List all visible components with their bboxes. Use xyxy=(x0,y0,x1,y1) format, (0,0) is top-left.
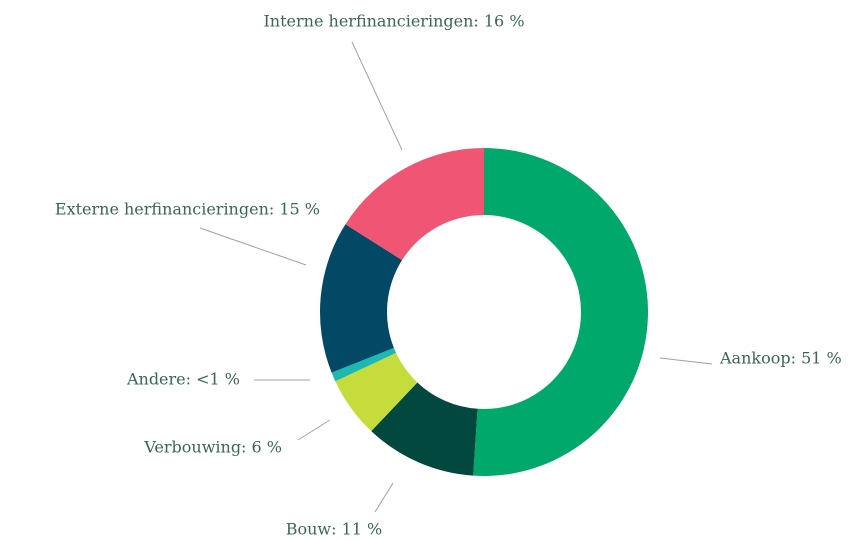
slice-label: Externe herfinancieringen: 15 % xyxy=(55,200,320,219)
slice xyxy=(345,148,484,261)
slice xyxy=(335,352,418,432)
leader-line xyxy=(659,357,713,365)
slice-label: Aankoop: 51 % xyxy=(719,349,842,368)
slice-label: Bouw: 11 % xyxy=(286,520,383,539)
slice-label: Andere: <1 % xyxy=(126,370,240,389)
leader-line xyxy=(297,419,331,441)
slice xyxy=(371,382,478,476)
slice xyxy=(473,148,648,476)
leader-line xyxy=(351,41,403,151)
slice xyxy=(320,224,403,373)
leader-line xyxy=(374,482,394,513)
slice xyxy=(331,347,397,382)
leader-line xyxy=(199,227,307,266)
slice-label: Verbouwing: 6 % xyxy=(143,438,282,457)
slice-label: Interne herfinancieringen: 16 % xyxy=(263,12,524,31)
